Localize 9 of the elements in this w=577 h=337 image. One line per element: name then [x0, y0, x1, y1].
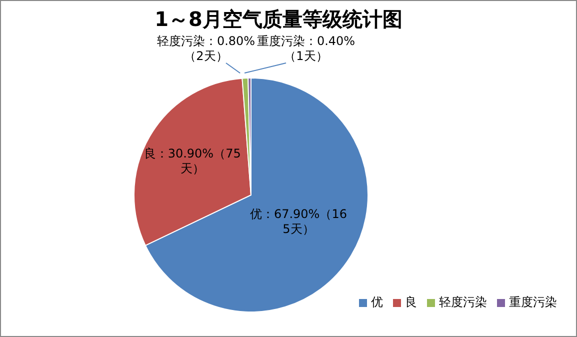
data-label: 重度污染：0.40%（1天） [256, 34, 356, 63]
data-label: 优：67.90%（165天） [250, 207, 347, 236]
legend-label: 良 [405, 295, 417, 309]
legend-label: 重度污染 [509, 295, 557, 309]
data-label: 轻度污染：0.80%（2天） [156, 34, 256, 63]
data-label: 良：30.90%（75天） [144, 146, 241, 176]
legend-label: 优 [371, 295, 383, 309]
legend-label: 轻度污染 [439, 295, 487, 309]
chart-title: 1～8月空气质量等级统计图 [154, 6, 404, 33]
